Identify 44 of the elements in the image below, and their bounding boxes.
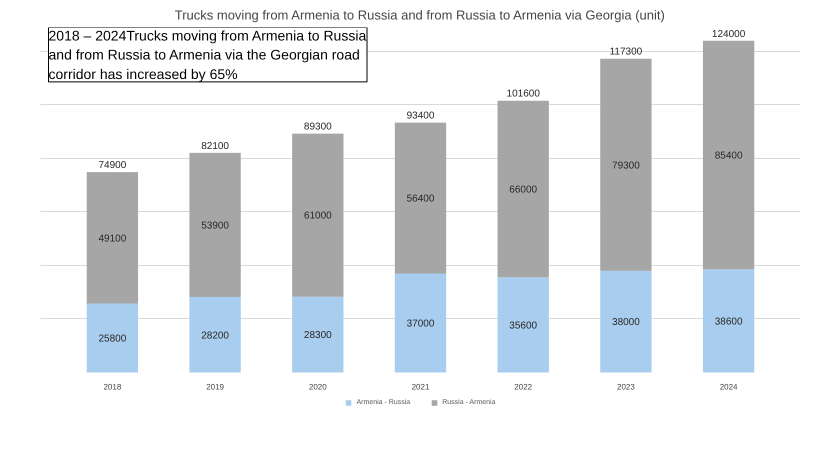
annotation: 2018 – 2024Trucks moving from Armenia to Russia and from Russia to Armenia via the Georgian road corridor has increased by 65% bbox=[48, 28, 366, 82]
x-tick-label: 2021 bbox=[412, 382, 430, 392]
x-tick-label: 2019 bbox=[206, 382, 225, 392]
bar bbox=[292, 296, 344, 372]
bar bbox=[600, 58, 652, 271]
chart-title: Trucks moving from Armenia to Russia and from Russia to Armenia via Georgia (unit) bbox=[174, 8, 665, 22]
data-label: 53900 bbox=[201, 220, 230, 232]
x-tick-label: 2020 bbox=[308, 382, 328, 392]
data-label: 49100 bbox=[98, 233, 127, 244]
data-label: 35600 bbox=[509, 320, 538, 332]
data-label: 38000 bbox=[612, 317, 640, 328]
total-label: 89300 bbox=[304, 122, 332, 133]
total-label: 124000 bbox=[712, 28, 746, 40]
x-tick-label: 2024 bbox=[720, 382, 738, 392]
bar bbox=[394, 274, 446, 372]
bar bbox=[702, 269, 754, 372]
bar bbox=[189, 297, 241, 372]
bar bbox=[86, 303, 138, 372]
bar bbox=[292, 134, 344, 297]
data-label: 61000 bbox=[304, 210, 332, 222]
x-tick-label: 2023 bbox=[617, 382, 636, 392]
data-label: 38600 bbox=[714, 316, 743, 328]
data-label: 85400 bbox=[714, 150, 743, 162]
bar bbox=[86, 172, 138, 304]
data-label: 79300 bbox=[612, 160, 640, 172]
total-label: 117300 bbox=[610, 46, 643, 58]
data-label: 66000 bbox=[509, 184, 538, 196]
x-tick-label: 2018 bbox=[103, 382, 122, 392]
total-label: 101600 bbox=[506, 88, 540, 100]
data-label: 28200 bbox=[201, 330, 230, 342]
bar bbox=[702, 40, 754, 270]
total-label: 93400 bbox=[406, 110, 435, 122]
data-label: 28300 bbox=[304, 330, 332, 342]
bar bbox=[498, 100, 549, 278]
data-label: 56400 bbox=[406, 194, 435, 205]
total-label: 82100 bbox=[201, 140, 230, 152]
total-label: 74900 bbox=[98, 160, 127, 172]
bar bbox=[394, 122, 446, 274]
bar bbox=[600, 270, 652, 372]
data-label: 37000 bbox=[406, 318, 435, 330]
bar bbox=[498, 277, 549, 372]
bar bbox=[189, 152, 241, 298]
data-label: 25800 bbox=[98, 333, 127, 344]
x-tick-label: 2022 bbox=[514, 382, 533, 392]
